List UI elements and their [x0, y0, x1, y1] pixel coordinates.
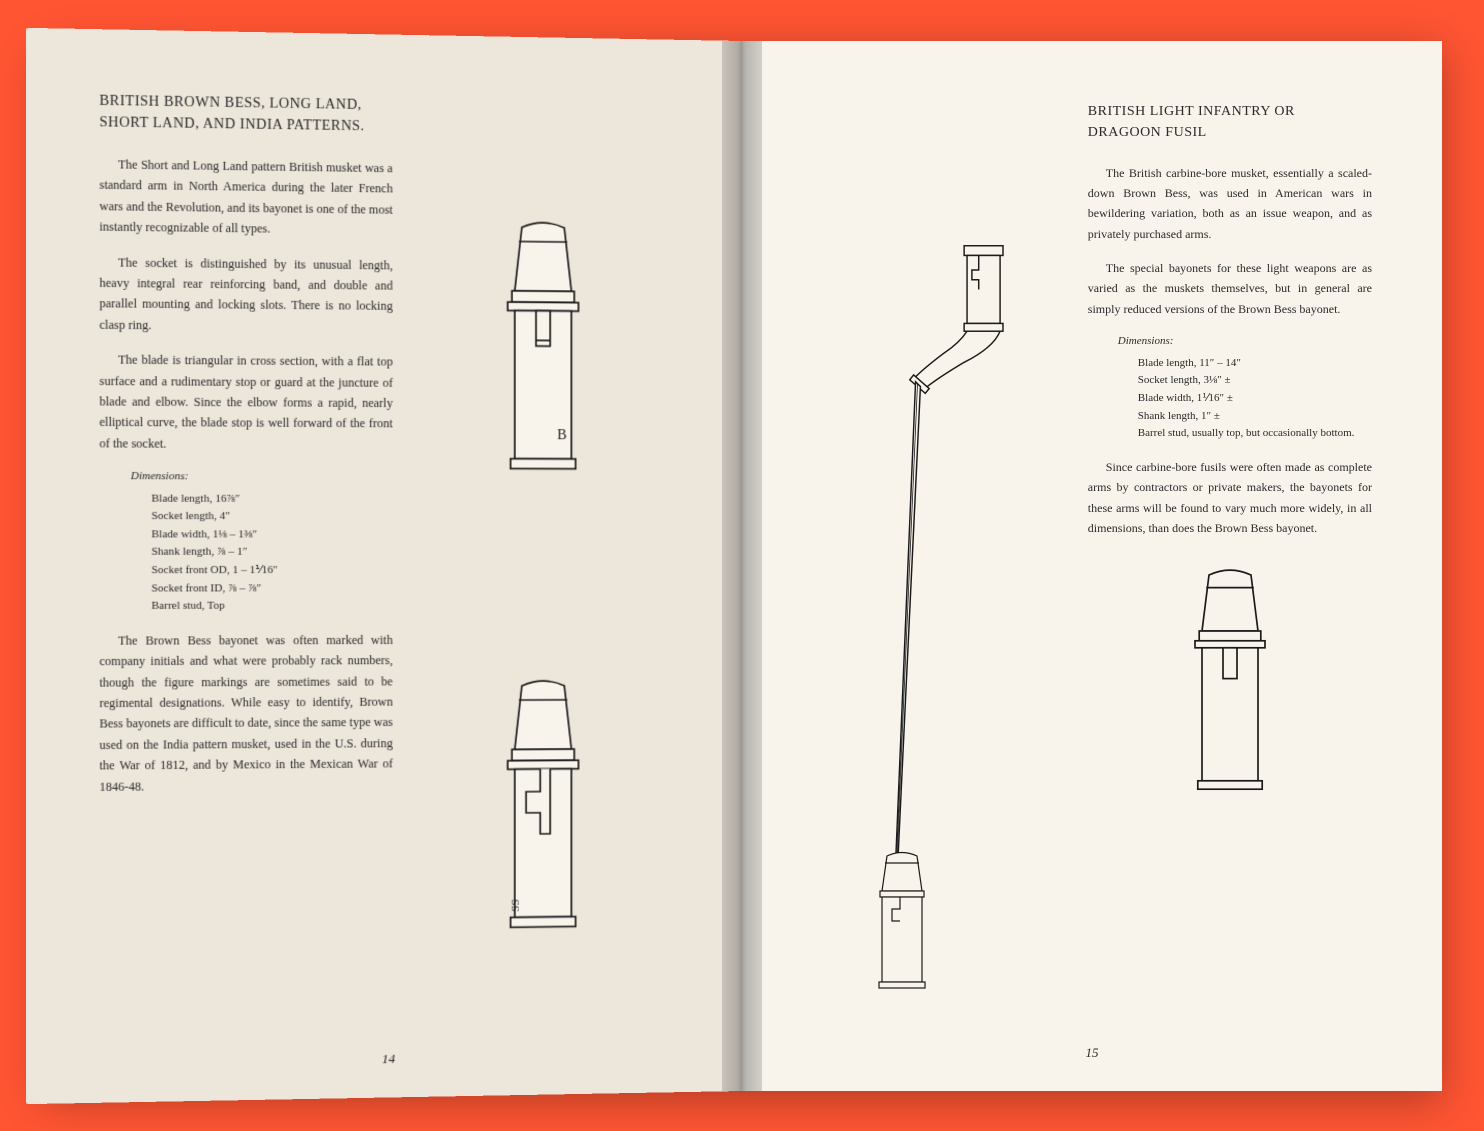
- right-dimensions: Dimensions: Blade length, 11″ – 14″ Sock…: [1118, 333, 1372, 443]
- right-page-title: BRITISH LIGHT INFANTRY OR DRAGOON FUSIL: [1088, 101, 1372, 143]
- dim-line: Socket front OD, 1 – 1⅟16″: [151, 561, 392, 579]
- dim-line: Blade length, 16⅞″: [151, 490, 392, 508]
- right-para-3: Since carbine-bore fusils were often mad…: [1088, 457, 1372, 539]
- left-para-4: The Brown Bess bayonet was often marked …: [99, 629, 392, 796]
- left-text-column: BRITISH BROWN BESS, LONG LAND, SHORT LAN…: [99, 90, 392, 1061]
- dim-line: Socket length, 3⅛″ ±: [1138, 372, 1372, 390]
- dim-line: Socket front ID, ⅞ – ⅞″: [151, 579, 392, 597]
- right-text-column: BRITISH LIGHT INFANTRY OR DRAGOON FUSIL …: [1088, 101, 1372, 1051]
- socket-detail-right-upper-icon: [1160, 568, 1300, 792]
- right-illustration-column: [812, 101, 1068, 1051]
- left-para-2: The socket is distinguished by its unusu…: [99, 251, 392, 337]
- left-page-number: 14: [382, 1050, 395, 1066]
- socket-marking-lower: SS: [510, 898, 522, 911]
- open-book: BRITISH BROWN BESS, LONG LAND, SHORT LAN…: [42, 41, 1442, 1091]
- dim-line: Blade length, 11″ – 14″: [1138, 355, 1372, 373]
- socket-detail-lower-icon: SS: [472, 677, 614, 932]
- dim-line: Socket length, 4″: [151, 508, 392, 526]
- socket-detail-right-lower-icon: [852, 851, 952, 991]
- dimensions-label: Dimensions:: [131, 468, 393, 487]
- dim-line: Blade width, 1⅛ – 1⅜″: [151, 526, 392, 544]
- right-page-number: 15: [1086, 1045, 1099, 1061]
- right-para-1: The British carbine-bore musket, essenti…: [1088, 163, 1372, 245]
- left-dimensions: Dimensions: Blade length, 16⅞″ Socket le…: [131, 468, 393, 616]
- dim-line: Blade width, 1⅟16″ ±: [1138, 390, 1372, 408]
- bayonet-full-icon: [867, 236, 1013, 916]
- dimensions-label: Dimensions:: [1118, 333, 1372, 351]
- socket-marking: B: [557, 426, 566, 442]
- left-illustration-column: B: [413, 95, 672, 1056]
- dim-line: Shank length, 1″ ±: [1138, 408, 1372, 426]
- right-page-content: BRITISH LIGHT INFANTRY OR DRAGOON FUSIL …: [812, 101, 1372, 1051]
- dim-line: Barrel stud, usually top, but occasional…: [1138, 425, 1372, 443]
- left-page: BRITISH BROWN BESS, LONG LAND, SHORT LAN…: [26, 27, 742, 1103]
- left-page-title: BRITISH BROWN BESS, LONG LAND, SHORT LAN…: [99, 90, 392, 137]
- dim-line: Barrel stud, Top: [151, 597, 392, 615]
- right-upper-socket-container: [1088, 568, 1372, 792]
- right-page: BRITISH LIGHT INFANTRY OR DRAGOON FUSIL …: [742, 41, 1442, 1091]
- socket-detail-upper-icon: B: [472, 219, 614, 474]
- dim-line: Shank length, ⅞ – 1″: [151, 544, 392, 562]
- left-page-content: BRITISH BROWN BESS, LONG LAND, SHORT LAN…: [99, 90, 672, 1061]
- right-para-2: The special bayonets for these light wea…: [1088, 258, 1372, 319]
- left-para-1: The Short and Long Land pattern British …: [99, 153, 392, 240]
- left-para-3: The blade is triangular in cross section…: [99, 349, 392, 454]
